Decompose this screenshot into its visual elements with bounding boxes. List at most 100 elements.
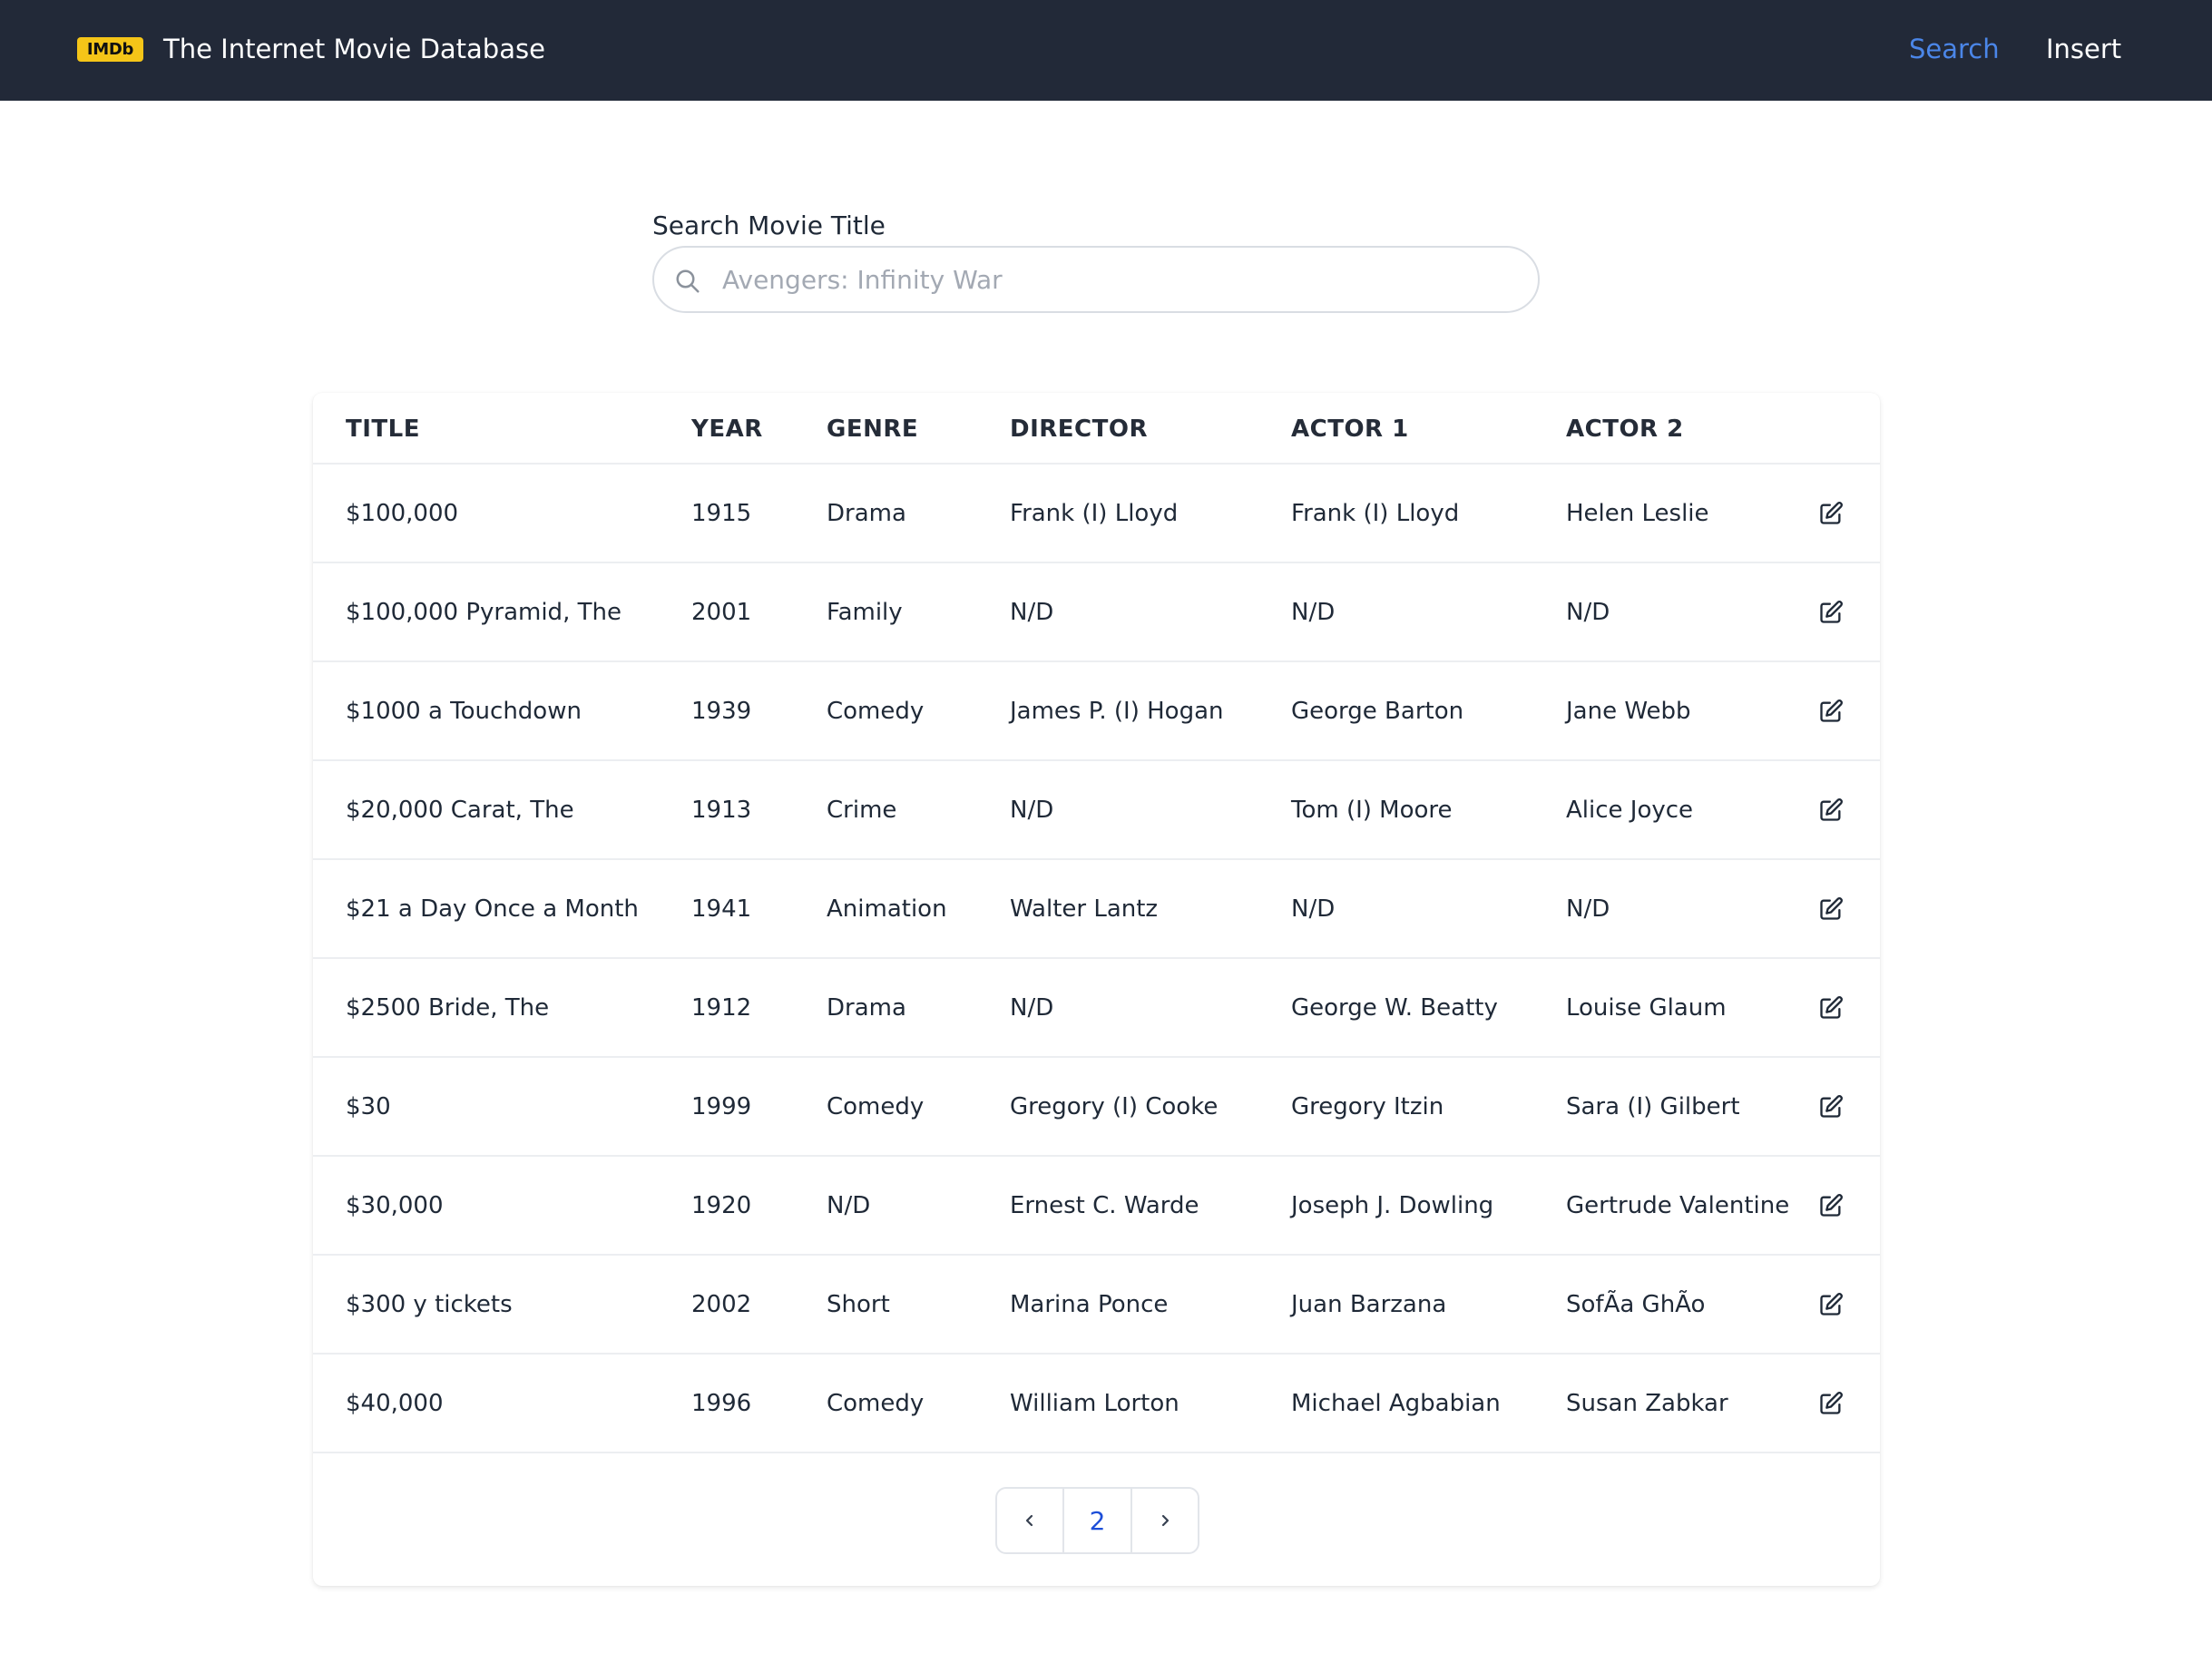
- edit-icon[interactable]: [1818, 699, 1844, 724]
- cell-genre: Short: [827, 1291, 890, 1318]
- nav-link-search[interactable]: Search: [1909, 34, 2000, 64]
- search-box[interactable]: [652, 246, 1540, 313]
- header-director[interactable]: DIRECTOR: [1010, 416, 1148, 443]
- table-row[interactable]: $2500 Bride, The 1912 Drama N/D George W. Be…: [313, 959, 1880, 1058]
- cell-director: N/D: [1010, 994, 1054, 1022]
- cell-actor-1: Joseph J. Dowling: [1291, 1192, 1494, 1219]
- table-row[interactable]: $40,000 1996 Comedy William Lorton Michael A…: [313, 1355, 1880, 1453]
- table-row[interactable]: $100,000 Pyramid, The 2001 Family N/D N/D N/D: [313, 563, 1880, 662]
- nav-link-insert[interactable]: Insert: [2046, 34, 2122, 64]
- edit-icon[interactable]: [1818, 797, 1844, 823]
- edit-icon[interactable]: [1818, 1094, 1844, 1120]
- cell-title: $40,000: [346, 1390, 444, 1417]
- cell-genre: Family: [827, 599, 903, 626]
- movies-table: TITLE YEAR GENRE DIRECTOR ACTOR 1 ACTOR …: [313, 393, 1880, 1586]
- cell-actor-2: Louise Glaum: [1566, 994, 1727, 1022]
- cell-director: Frank (I) Lloyd: [1010, 500, 1179, 527]
- current-page-number: 2: [1089, 1505, 1106, 1536]
- cell-actor-2: SofÃa GhÃo: [1566, 1291, 1706, 1318]
- edit-icon[interactable]: [1818, 995, 1844, 1021]
- table-row[interactable]: $30 1999 Comedy Gregory (I) Cooke Gregory It…: [313, 1058, 1880, 1157]
- cell-director: Gregory (I) Cooke: [1010, 1093, 1219, 1120]
- cell-year: 2001: [691, 599, 752, 626]
- cell-actor-1: Frank (I) Lloyd: [1291, 500, 1460, 527]
- cell-director: James P. (I) Hogan: [1010, 698, 1224, 725]
- cell-genre: Comedy: [827, 698, 925, 725]
- table-row[interactable]: $20,000 Carat, The 1913 Crime N/D Tom (I) Mo…: [313, 761, 1880, 860]
- edit-icon[interactable]: [1818, 600, 1844, 625]
- cell-director: William Lorton: [1010, 1390, 1179, 1417]
- edit-icon[interactable]: [1818, 501, 1844, 526]
- header-actor-2[interactable]: ACTOR 2: [1566, 416, 1684, 443]
- cell-director: N/D: [1010, 797, 1054, 824]
- cell-actor-2: Susan Zabkar: [1566, 1390, 1728, 1417]
- cell-actor-2: Sara (I) Gilbert: [1566, 1093, 1740, 1120]
- table-row[interactable]: $100,000 1915 Drama Frank (I) Lloyd Frank (I…: [313, 465, 1880, 563]
- header-title[interactable]: TITLE: [346, 416, 420, 443]
- cell-year: 1939: [691, 698, 752, 725]
- app-title[interactable]: The Internet Movie Database: [163, 34, 545, 64]
- cell-actor-2: Jane Webb: [1566, 698, 1691, 725]
- edit-icon[interactable]: [1818, 1292, 1844, 1317]
- header-actor-1[interactable]: ACTOR 1: [1291, 416, 1409, 443]
- cell-title: $30,000: [346, 1192, 444, 1219]
- cell-actor-2: Helen Leslie: [1566, 500, 1709, 527]
- cell-genre: Comedy: [827, 1093, 925, 1120]
- cell-title: $300 y tickets: [346, 1291, 513, 1318]
- search-label: Search Movie Title: [652, 210, 886, 240]
- cell-director: Ernest C. Warde: [1010, 1192, 1199, 1219]
- cell-year: 1999: [691, 1093, 752, 1120]
- current-page-button[interactable]: 2: [1062, 1489, 1130, 1552]
- cell-year: 1915: [691, 500, 752, 527]
- imdb-logo[interactable]: IMDb: [77, 37, 143, 62]
- table-row[interactable]: $1000 a Touchdown 1939 Comedy James P. (I) …: [313, 662, 1880, 761]
- table-row[interactable]: $21 a Day Once a Month 1941 Animation Walte…: [313, 860, 1880, 959]
- cell-year: 1941: [691, 895, 752, 923]
- cell-year: 2002: [691, 1291, 752, 1318]
- edit-icon[interactable]: [1818, 896, 1844, 922]
- cell-director: Marina Ponce: [1010, 1291, 1169, 1318]
- cell-actor-1: Michael Agbabian: [1291, 1390, 1501, 1417]
- edit-icon[interactable]: [1818, 1193, 1844, 1218]
- cell-genre: Drama: [827, 500, 906, 527]
- cell-actor-2: Alice Joyce: [1566, 797, 1694, 824]
- cell-year: 1912: [691, 994, 752, 1022]
- search-icon: [676, 269, 700, 293]
- cell-genre: Crime: [827, 797, 897, 824]
- cell-actor-1: George Barton: [1291, 698, 1464, 725]
- pagination: 2: [995, 1487, 1199, 1554]
- navbar: IMDb The Internet Movie Database Search …: [0, 0, 2212, 101]
- search-input[interactable]: [722, 248, 1521, 311]
- cell-actor-1: George W. Beatty: [1291, 994, 1498, 1022]
- cell-actor-1: Gregory Itzin: [1291, 1093, 1444, 1120]
- table-row[interactable]: $300 y tickets 2002 Short Marina Ponce Juan …: [313, 1256, 1880, 1355]
- previous-page-button[interactable]: [997, 1489, 1062, 1552]
- cell-genre: N/D: [827, 1192, 871, 1219]
- table-header: TITLE YEAR GENRE DIRECTOR ACTOR 1 ACTOR …: [313, 393, 1880, 465]
- cell-director: N/D: [1010, 599, 1054, 626]
- cell-actor-2: N/D: [1566, 599, 1610, 626]
- next-page-button[interactable]: [1130, 1489, 1198, 1552]
- header-year[interactable]: YEAR: [691, 416, 763, 443]
- cell-title: $100,000 Pyramid, The: [346, 599, 622, 626]
- chevron-right-icon: [1161, 1514, 1169, 1527]
- cell-title: $1000 a Touchdown: [346, 698, 582, 725]
- edit-icon[interactable]: [1818, 1391, 1844, 1416]
- table-row[interactable]: $30,000 1920 N/D Ernest C. Warde Joseph J. D…: [313, 1157, 1880, 1256]
- cell-title: $30: [346, 1093, 391, 1120]
- cell-genre: Drama: [827, 994, 906, 1022]
- cell-year: 1913: [691, 797, 752, 824]
- cell-year: 1996: [691, 1390, 752, 1417]
- header-genre[interactable]: GENRE: [827, 416, 919, 443]
- cell-actor-1: Juan Barzana: [1291, 1291, 1447, 1318]
- cell-genre: Animation: [827, 895, 947, 923]
- cell-title: $20,000 Carat, The: [346, 797, 574, 824]
- chevron-left-icon: [1026, 1514, 1033, 1527]
- cell-actor-2: N/D: [1566, 895, 1610, 923]
- cell-title: $2500 Bride, The: [346, 994, 550, 1022]
- cell-actor-2: Gertrude Valentine: [1566, 1192, 1790, 1219]
- cell-director: Walter Lantz: [1010, 895, 1159, 923]
- cell-title: $100,000: [346, 500, 459, 527]
- cell-genre: Comedy: [827, 1390, 925, 1417]
- cell-year: 1920: [691, 1192, 752, 1219]
